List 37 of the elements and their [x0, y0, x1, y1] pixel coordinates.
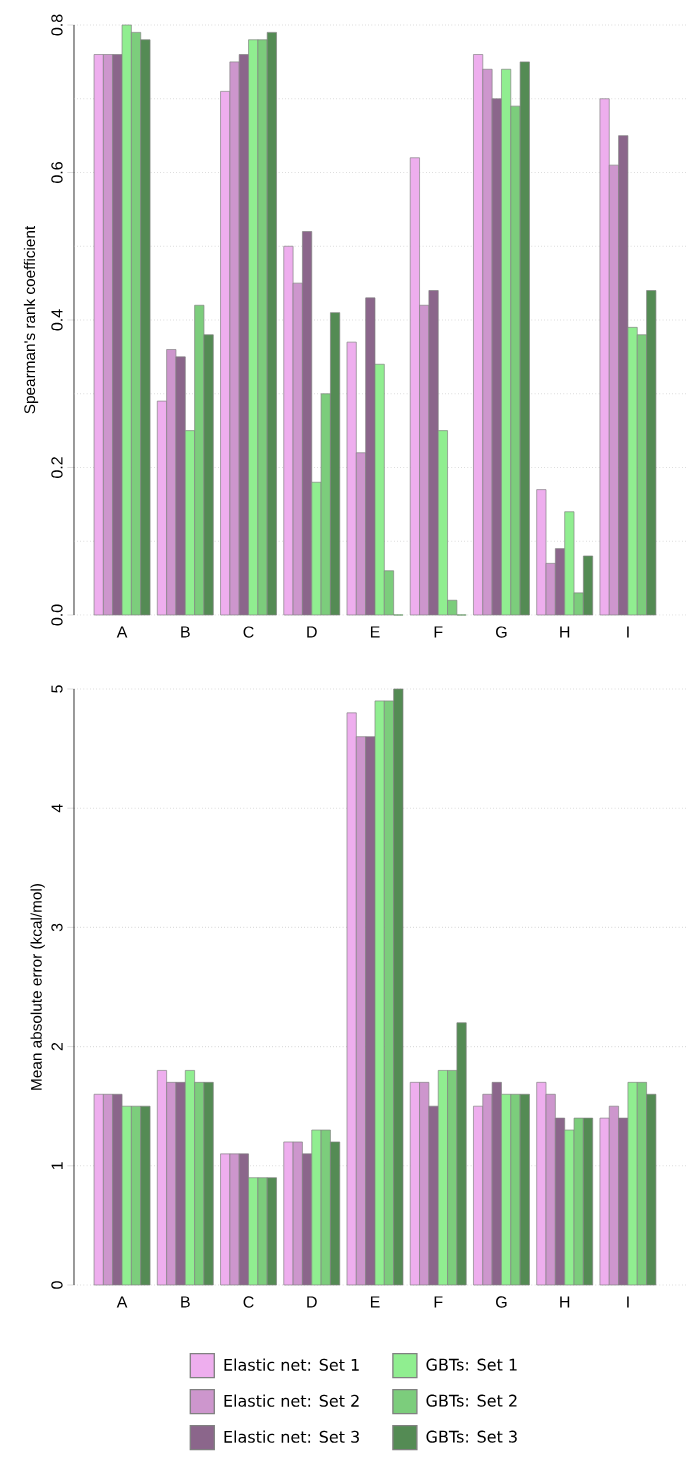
x-tick-label: I — [627, 626, 629, 638]
legend-label: Elastic net: Set 2 — [224, 1394, 359, 1407]
y-tick-label: 2 — [51, 1042, 63, 1051]
x-tick-label: F — [434, 1296, 443, 1308]
y-tick-label: 3 — [51, 923, 63, 932]
legend-label: GBTs: Set 3 — [426, 1430, 517, 1443]
x-tick-label: C — [243, 626, 254, 638]
x-tick-label: A — [116, 626, 128, 638]
x-tick-label: I — [627, 1296, 629, 1308]
legend-label: Elastic net: Set 3 — [224, 1430, 359, 1443]
y-tick-label: 1 — [51, 1162, 63, 1170]
x-tick-label: E — [370, 626, 380, 638]
y-tick-label: 0.6 — [51, 162, 63, 183]
y-tick-label: 0 — [51, 1281, 63, 1289]
x-tick-label: H — [560, 626, 570, 638]
y-tick-label: 4 — [51, 804, 63, 813]
legend-label: Elastic net: Set 1 — [224, 1358, 359, 1371]
x-tick-label: F — [434, 626, 443, 638]
y-tick-label: 0.2 — [51, 457, 63, 478]
y-tick-label: 0.0 — [51, 604, 63, 626]
x-tick-label: D — [307, 626, 317, 638]
x-tick-label: H — [560, 1296, 570, 1308]
x-tick-label: E — [370, 1296, 380, 1308]
x-tick-label: A — [116, 1296, 128, 1308]
x-tick-label: G — [496, 1296, 507, 1308]
x-tick-label: B — [181, 626, 190, 638]
x-tick-label: B — [181, 1296, 190, 1308]
y-tick-label: 5 — [51, 685, 63, 693]
legend-label: GBTs: Set 1 — [426, 1358, 517, 1371]
y-tick-label: 0.8 — [51, 14, 63, 36]
x-tick-label: G — [496, 626, 507, 638]
y-axis-title: Mean absolute error (kcal/mol) — [30, 884, 45, 1090]
legend-label: GBTs: Set 2 — [426, 1394, 517, 1407]
x-tick-label: C — [243, 1296, 254, 1308]
y-tick-label: 0.4 — [51, 309, 63, 331]
x-tick-label: D — [307, 1296, 317, 1308]
y-axis-title: Spearman's rank coefficient — [23, 225, 39, 414]
